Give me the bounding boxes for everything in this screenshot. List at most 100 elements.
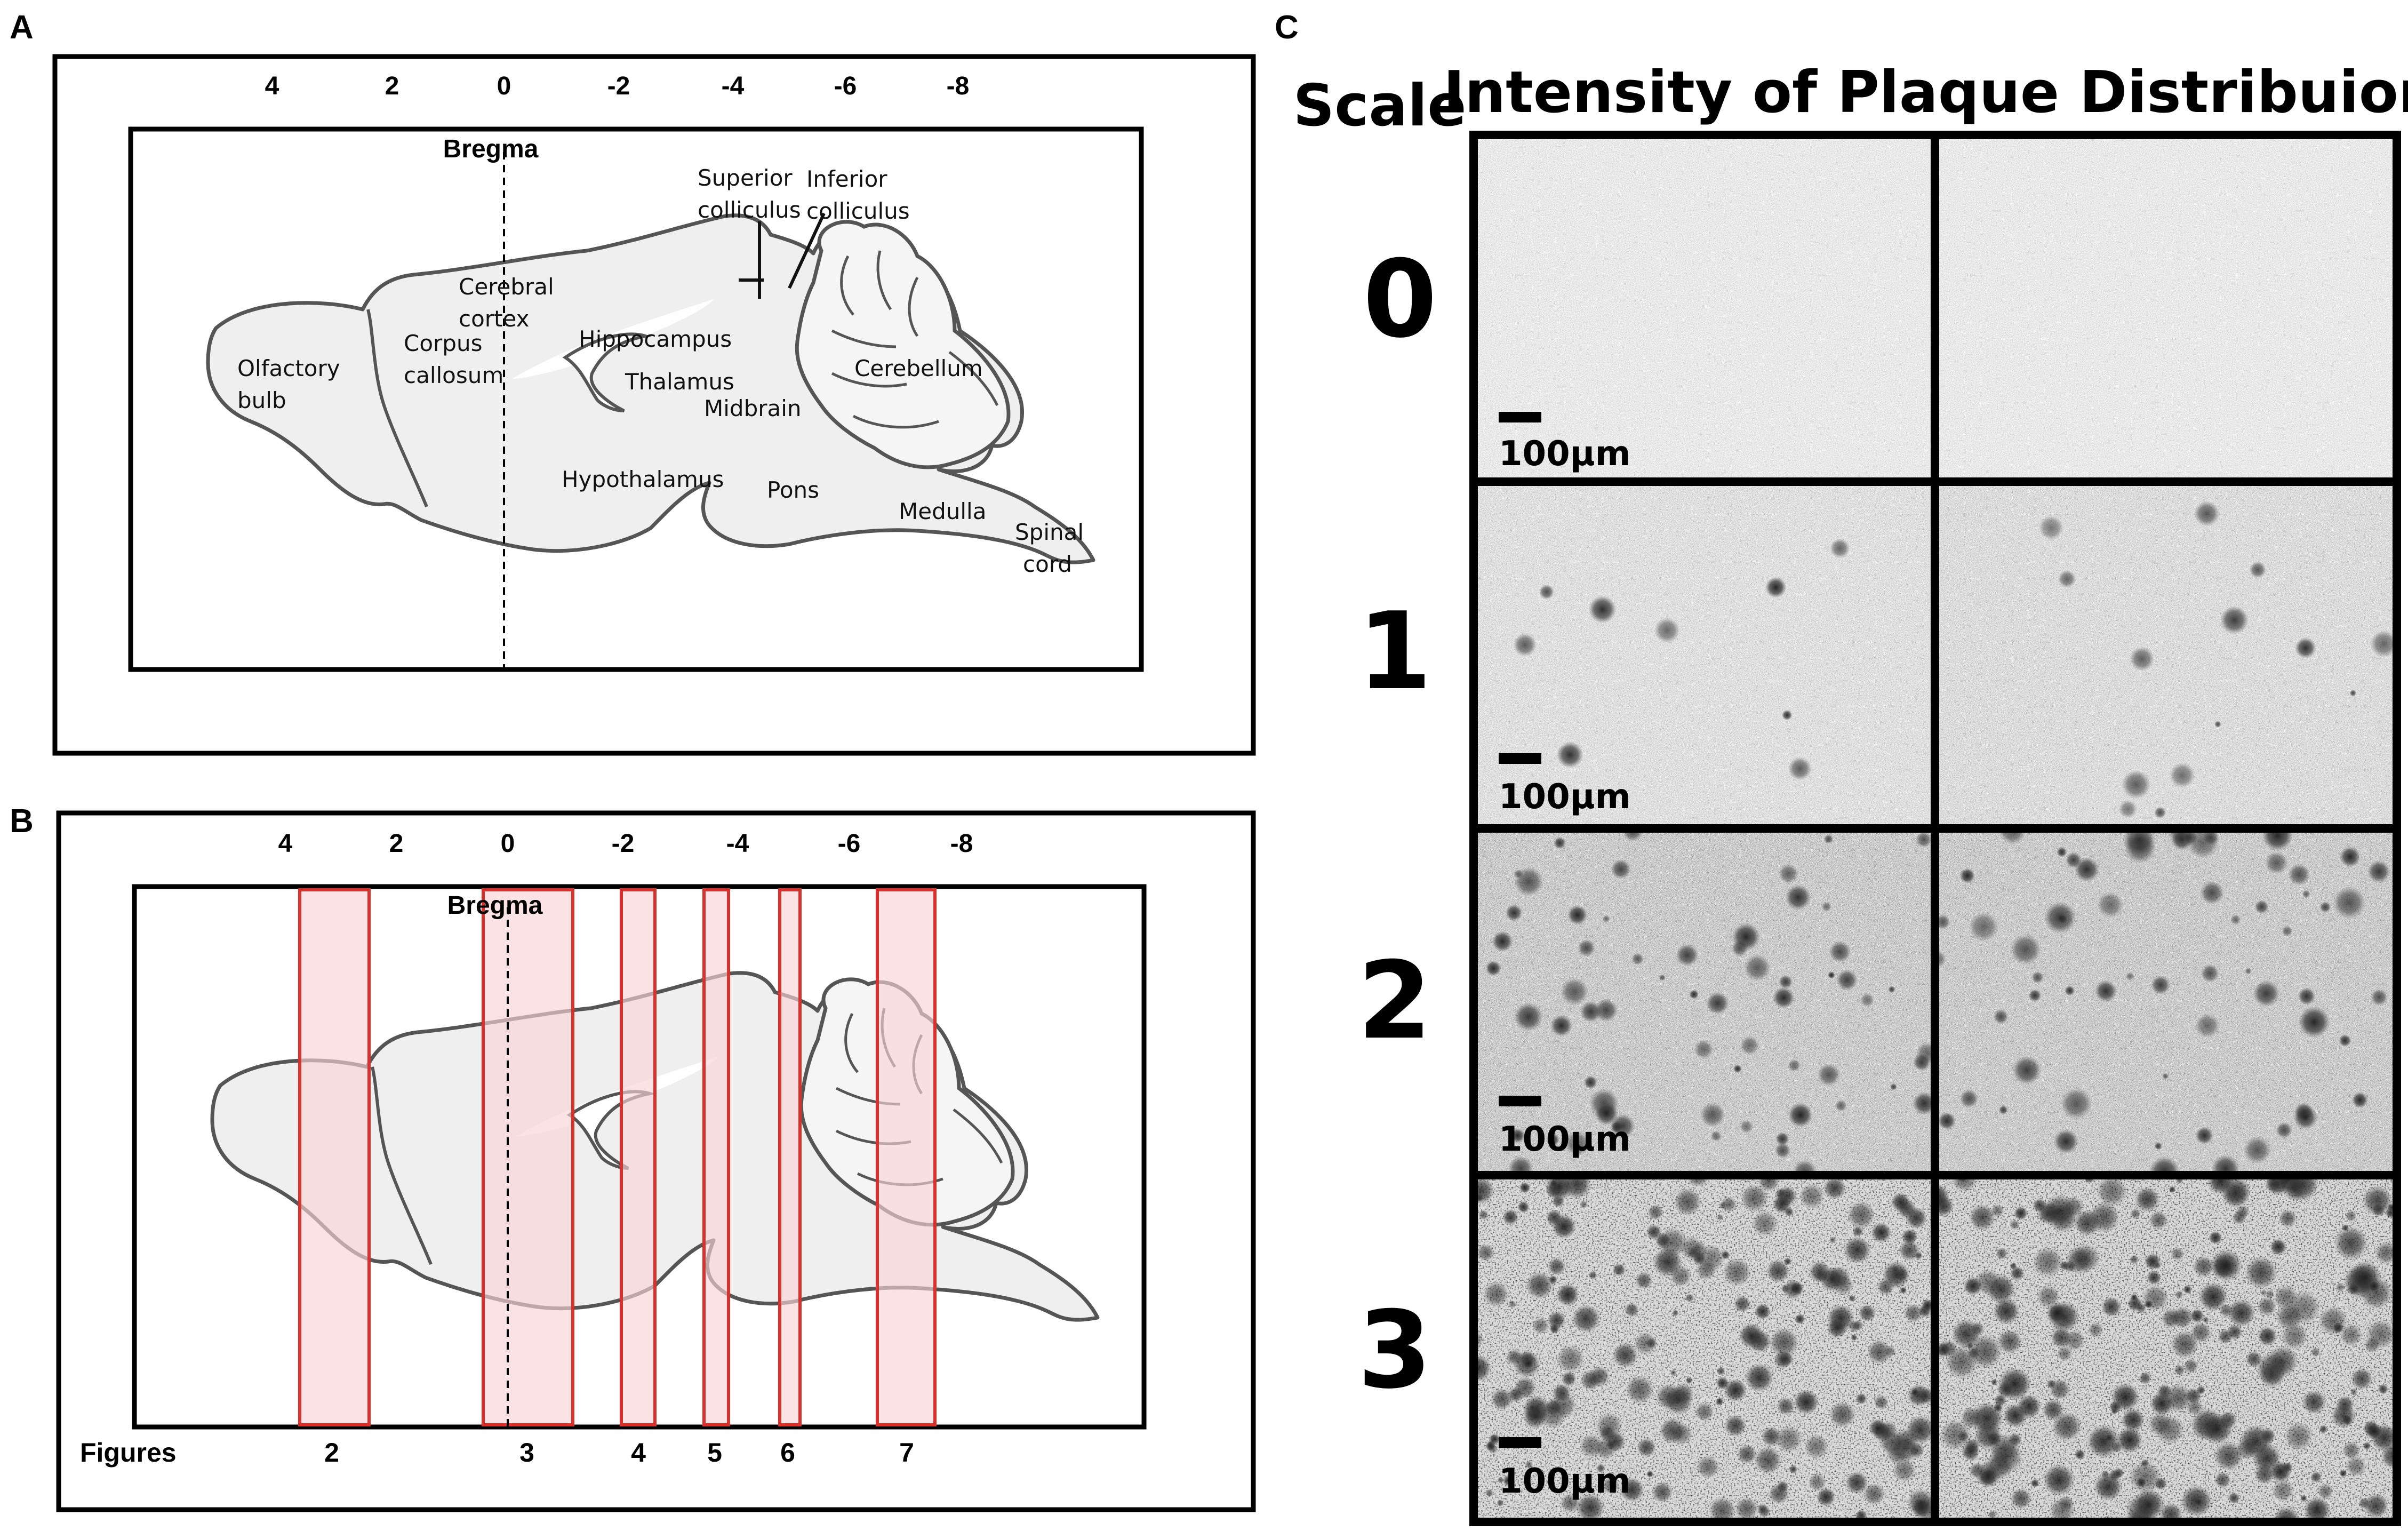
plaque-dot <box>2133 1488 2165 1521</box>
plaque-dot <box>1716 1366 1726 1376</box>
plaque-dot <box>1733 1295 1751 1313</box>
band-figure-7 <box>876 888 937 1426</box>
plaque-dot <box>1693 1039 1714 1059</box>
tick-b-neg2: -2 <box>612 830 635 858</box>
plaque-dot <box>2334 1226 2368 1261</box>
scale-value-2: 2 <box>1357 939 1431 1063</box>
plaque-dot <box>2111 1441 2123 1453</box>
plaque-dot <box>1827 971 1835 979</box>
plaque-dot <box>2314 1504 2321 1511</box>
figure-labels: Figures 2 3 4 5 6 7 <box>80 1438 914 1468</box>
plaque-dot <box>1823 1177 1846 1200</box>
plaque-dot <box>1497 1477 1504 1484</box>
plaque-dot <box>1497 1499 1504 1507</box>
scale-value-1: 1 <box>1357 589 1431 714</box>
plaque-dot <box>2293 1105 2318 1130</box>
plaque-dot <box>2195 1498 2203 1506</box>
plaque-dot <box>1951 1319 1982 1349</box>
plaque-dot <box>1882 1261 1910 1289</box>
plaque-dot <box>2010 1488 2032 1510</box>
plaque-dot <box>2276 1122 2293 1139</box>
plaque-dot <box>2366 1319 2396 1349</box>
plaque-dot <box>2154 1142 2163 1150</box>
label-spinal-cord-1: Spinal <box>1015 519 1084 545</box>
micrograph-texture <box>1935 482 2396 828</box>
olfactory-crease-b <box>371 1066 433 1265</box>
region-labels-a: Superior colliculus Inferior colliculus … <box>237 165 1084 577</box>
olfactory-crease-a <box>366 309 428 508</box>
plaque-dot <box>1847 1201 1876 1229</box>
plaque-dot <box>1578 939 1596 957</box>
plaque-dot <box>1651 1481 1673 1503</box>
plaque-dot <box>2368 1280 2380 1293</box>
plaque-dot <box>2239 1424 2273 1458</box>
plaque-dot <box>1560 977 1589 1006</box>
plaque-dot <box>1890 1083 1897 1090</box>
plaque-dot <box>1588 1271 1598 1280</box>
plaque-dot <box>2349 689 2357 697</box>
plaque-dot <box>1836 969 1858 991</box>
plaque-dot <box>2121 1408 2145 1432</box>
plaque-dot <box>2245 968 2252 975</box>
plaque-dot <box>2130 1294 2138 1301</box>
plaque-dot <box>1514 1376 1537 1399</box>
plaque-dot <box>1969 912 1999 942</box>
plaque-dot <box>1858 1304 1876 1322</box>
plaque-dot <box>2254 899 2269 914</box>
figures-axis-label: Figures <box>80 1438 177 1468</box>
plaque-dot <box>1969 1203 1996 1231</box>
plaque-dot <box>1690 1241 1708 1259</box>
scale-bar-label-row-3: 100µm <box>1499 1462 1630 1501</box>
plaque-dot <box>1959 868 1975 884</box>
plaque-dot <box>1821 902 1832 912</box>
plaque-dot <box>1961 1442 1980 1461</box>
plaque-dot <box>1784 1207 1794 1217</box>
plaque-dot <box>2010 1262 2017 1270</box>
plaque-dot <box>2318 1306 2348 1336</box>
scale-bar-row-2 <box>1499 1096 1541 1106</box>
plaque-dot <box>2222 1181 2250 1208</box>
plaque-dot <box>2245 1351 2262 1368</box>
scale-column-heading: Scale <box>1293 73 1467 139</box>
plaque-dot <box>2243 1136 2271 1164</box>
plaque-dot <box>2193 1256 2215 1278</box>
plaque-dot <box>1998 1105 2009 1115</box>
plaque-dot <box>1788 756 1812 781</box>
plaque-dot <box>2339 846 2361 867</box>
scale-bar-label-row-2: 100µm <box>1499 1120 1630 1159</box>
plaque-dot <box>2202 1316 2210 1323</box>
brain-diagram-a <box>206 212 1095 564</box>
plaque-dot <box>1874 1395 1889 1410</box>
plaque-dot <box>2209 1231 2222 1245</box>
plaque-dot <box>2210 1249 2242 1282</box>
plaque-dot <box>1715 1397 1724 1406</box>
label-medulla: Medulla <box>899 498 986 524</box>
plaque-dot <box>2228 1492 2240 1504</box>
tick-b-neg4: -4 <box>726 830 749 858</box>
inferior-colliculus-marker <box>788 212 826 289</box>
label-corpus-callosum-2: callosum <box>404 362 503 388</box>
plaque-dot <box>1685 1293 1694 1303</box>
plaque-dot <box>2367 860 2390 883</box>
plaque-dot <box>1860 993 1875 1007</box>
plaque-dot <box>2162 1073 2169 1080</box>
plaque-dot <box>2111 1408 2118 1415</box>
plaque-dot <box>1959 1089 1979 1109</box>
plaque-dot <box>1891 1192 1911 1213</box>
micrograph-row-0-right <box>1935 135 2396 482</box>
plaque-dot <box>2161 1308 2182 1329</box>
plaque-dot <box>2169 762 2195 788</box>
micrograph-row-2-left <box>1474 828 1935 1175</box>
plaque-dot <box>1636 1438 1657 1457</box>
plaque-dot <box>2339 1469 2347 1478</box>
bregma-label-a: Bregma <box>443 135 539 163</box>
plaque-dot <box>2173 1364 2186 1376</box>
plaque-dot <box>1700 1102 1725 1128</box>
plaque-dot <box>1560 1493 1580 1513</box>
plaque-dot <box>2220 605 2249 635</box>
plaque-dot <box>1612 1342 1638 1368</box>
label-olfactory-bulb-1: Olfactory <box>237 355 340 381</box>
plaque-dot <box>1502 1474 1515 1487</box>
panel-a-letter: A <box>10 9 34 46</box>
plaque-dot <box>2129 1461 2162 1494</box>
